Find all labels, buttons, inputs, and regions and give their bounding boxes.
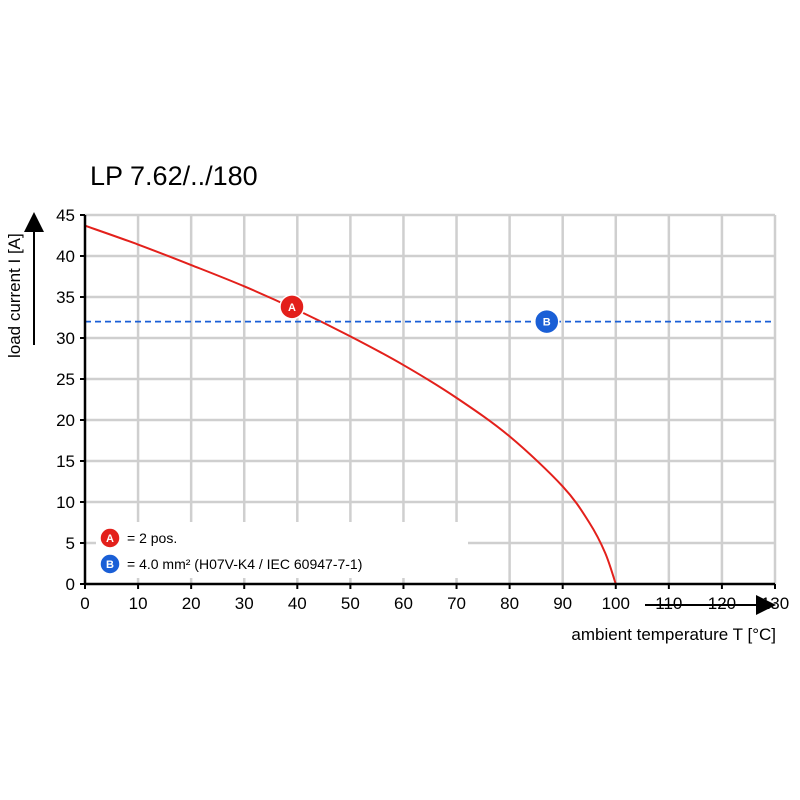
x-tick-label: 40 bbox=[288, 594, 307, 613]
x-tick-label: 20 bbox=[182, 594, 201, 613]
x-tick-label: 80 bbox=[500, 594, 519, 613]
y-tick-label: 15 bbox=[56, 452, 75, 471]
marker-b-letter: B bbox=[543, 317, 551, 329]
x-tick-label: 0 bbox=[80, 594, 89, 613]
x-tick-label: 120 bbox=[708, 594, 736, 613]
legend: A = 2 pos. B = 4.0 mm² (H07V-K4 / IEC 60947… bbox=[96, 522, 468, 578]
marker-b-circle bbox=[534, 308, 560, 335]
y-tick-label: 30 bbox=[56, 329, 75, 348]
x-tick-label: 70 bbox=[447, 594, 466, 613]
series-layer bbox=[84, 224, 775, 585]
y-tick-label: 40 bbox=[56, 247, 75, 266]
y-tick-label: 10 bbox=[56, 493, 75, 512]
y-axis-label: load current I [A] bbox=[5, 233, 24, 358]
x-tick-label: 30 bbox=[235, 594, 254, 613]
x-tick-label: 10 bbox=[129, 594, 148, 613]
y-tick-label: 25 bbox=[56, 370, 75, 389]
x-tick-label: 90 bbox=[553, 594, 572, 613]
y-tick-label: 20 bbox=[56, 411, 75, 430]
marker-a-circle bbox=[279, 294, 305, 320]
legend-badge-a-circle bbox=[99, 527, 121, 549]
legend-badge-b-letter: B bbox=[106, 559, 114, 571]
y-tick-label: 5 bbox=[66, 534, 75, 553]
legend-text-b: = 4.0 mm² (H07V-K4 / IEC 60947-7-1) bbox=[127, 556, 362, 572]
legend-background bbox=[96, 522, 468, 578]
series-line-a bbox=[84, 224, 617, 585]
legend-text-a: = 2 pos. bbox=[127, 530, 177, 546]
legend-badge-b-circle bbox=[99, 553, 121, 575]
axes bbox=[80, 214, 776, 589]
y-tick-label: 45 bbox=[56, 206, 75, 225]
legend-badge-a-letter: A bbox=[106, 533, 114, 545]
y-tick-label: 0 bbox=[66, 575, 75, 594]
x-tick-label: 60 bbox=[394, 594, 413, 613]
x-tick-label: 100 bbox=[602, 594, 630, 613]
tick-labels: 0 10 20 30 40 50 60 70 80 90 100 110 120 130 0 5 10 15 20 2… bbox=[56, 206, 789, 613]
chart-title: LP 7.62/../180 bbox=[90, 161, 258, 191]
x-tick-label: 50 bbox=[341, 594, 360, 613]
x-tick-label: 110 bbox=[655, 594, 682, 613]
x-axis-label: ambient temperature T [°C] bbox=[571, 625, 776, 644]
y-tick-label: 35 bbox=[56, 288, 75, 307]
x-tick-label: 130 bbox=[761, 594, 789, 613]
series-markers: AB bbox=[279, 294, 560, 335]
marker-a-letter: A bbox=[288, 302, 296, 314]
